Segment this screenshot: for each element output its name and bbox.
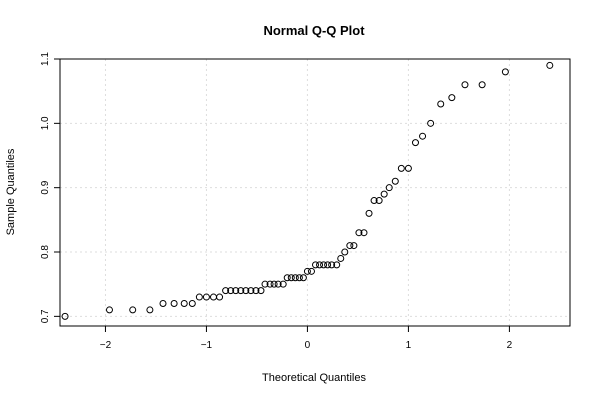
y-axis: 0.7 0.8 0.9 1.0 1.1	[40, 52, 61, 323]
y-tick-label-0: 0.7	[40, 309, 51, 323]
x-tick-label-2: 0	[305, 340, 311, 351]
data-point-52	[411, 139, 419, 147]
data-point-44	[365, 209, 373, 217]
data-point-27	[291, 274, 299, 282]
data-point-11	[216, 293, 224, 301]
data-point-42	[355, 229, 363, 237]
data-point-37	[333, 261, 341, 269]
data-point-20	[261, 280, 269, 288]
data-point-34	[320, 261, 328, 269]
data-point-2	[129, 306, 137, 314]
data-point-41	[350, 242, 358, 250]
data-point-32	[312, 261, 320, 269]
data-point-5	[170, 299, 178, 307]
data-point-56	[448, 94, 456, 102]
data-point-8	[195, 293, 203, 301]
data-point-35	[324, 261, 332, 269]
x-axis-label: Theoretical Quantiles	[262, 372, 366, 384]
x-tick-label-1: −1	[201, 340, 213, 351]
data-point-39	[341, 248, 349, 256]
data-point-46	[375, 197, 383, 205]
data-point-43	[360, 229, 368, 237]
data-point-54	[427, 119, 435, 127]
data-points	[61, 61, 554, 320]
data-point-53	[419, 132, 427, 140]
data-point-9	[202, 293, 210, 301]
data-point-25	[283, 274, 291, 282]
x-axis: −2 −1 0 1 2	[100, 325, 513, 351]
data-point-49	[391, 177, 399, 185]
data-point-23	[274, 280, 282, 288]
data-point-45	[370, 197, 378, 205]
data-point-31	[307, 267, 315, 275]
data-point-21	[266, 280, 274, 288]
data-point-10	[210, 293, 218, 301]
data-point-17	[247, 287, 255, 295]
data-point-58	[478, 81, 486, 89]
data-point-4	[159, 299, 167, 307]
data-point-29	[299, 274, 307, 282]
data-point-55	[437, 100, 445, 108]
data-point-50	[397, 164, 405, 172]
y-tick-label-3: 1.0	[40, 116, 51, 130]
data-point-60	[546, 61, 554, 69]
data-point-26	[287, 274, 295, 282]
plot-frame	[59, 58, 571, 327]
data-point-7	[188, 299, 196, 307]
chart-title: Normal Q-Q Plot	[263, 23, 365, 38]
data-point-19	[257, 287, 265, 295]
grid	[60, 58, 570, 326]
data-point-40	[346, 242, 354, 250]
data-point-0	[61, 312, 69, 320]
data-point-13	[227, 287, 235, 295]
data-point-57	[461, 81, 469, 89]
data-point-15	[237, 287, 245, 295]
data-point-18	[252, 287, 260, 295]
data-point-12	[222, 287, 230, 295]
data-point-6	[180, 299, 188, 307]
y-tick-label-1: 0.8	[40, 245, 51, 259]
data-point-28	[295, 274, 303, 282]
data-point-33	[316, 261, 324, 269]
data-point-51	[404, 164, 412, 172]
x-tick-label-0: −2	[100, 340, 112, 351]
data-point-22	[270, 280, 278, 288]
data-point-1	[105, 306, 113, 314]
data-point-30	[303, 267, 311, 275]
data-point-14	[232, 287, 240, 295]
data-point-48	[385, 184, 393, 192]
data-point-16	[242, 287, 250, 295]
data-point-3	[146, 306, 154, 314]
y-axis-label: Sample Quantiles	[5, 148, 17, 235]
data-point-38	[337, 254, 345, 262]
y-tick-label-4: 1.1	[40, 52, 51, 66]
data-point-36	[328, 261, 336, 269]
x-tick-label-4: 2	[507, 340, 513, 351]
x-tick-label-3: 1	[406, 340, 412, 351]
data-point-24	[279, 280, 287, 288]
data-point-47	[380, 190, 388, 198]
y-tick-label-2: 0.9	[40, 180, 51, 194]
data-point-59	[501, 68, 509, 76]
